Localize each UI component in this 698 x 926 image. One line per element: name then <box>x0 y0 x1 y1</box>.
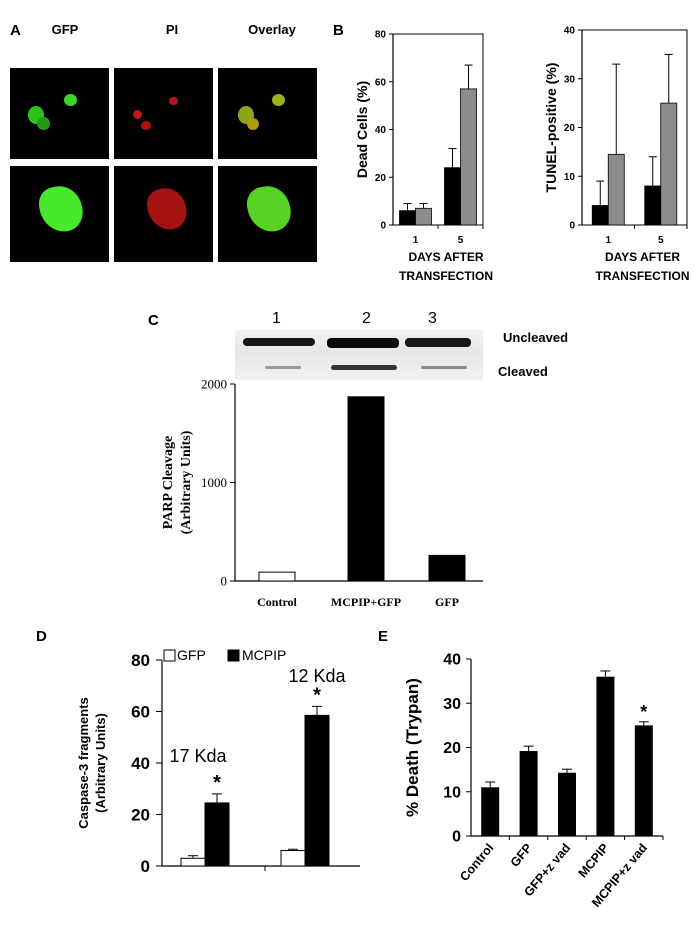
y-tick-label: 20 <box>564 123 576 134</box>
bar <box>304 714 330 867</box>
lane-label: 1 <box>272 310 281 327</box>
significance-star: * <box>213 772 221 794</box>
bar <box>519 751 538 836</box>
lane-label: 3 <box>428 310 437 327</box>
micrograph-column-label: Overlay <box>248 22 296 37</box>
x-tick-label: MCPIP+GFP <box>331 595 401 609</box>
overlay-image-top <box>218 68 317 159</box>
panel-e-letter: E <box>378 628 389 645</box>
y-tick-label: 0 <box>569 221 575 232</box>
y-tick-label: 1000 <box>201 475 227 490</box>
bar <box>634 725 653 836</box>
y-tick-label: 30 <box>564 74 576 85</box>
y-tick-label: 80 <box>375 30 387 41</box>
y-axis-label: TUNEL-positive (%) <box>543 63 559 193</box>
gfp-image-bottom <box>10 166 109 262</box>
y-tick-label: 10 <box>564 172 576 183</box>
bar <box>460 88 477 226</box>
x-axis-label: DAYS AFTER <box>408 250 483 264</box>
x-tick-label: 5 <box>658 235 664 246</box>
gfp-image-top <box>10 68 109 159</box>
y-tick-label: 60 <box>375 77 387 88</box>
bar <box>596 676 615 836</box>
band-label-uncleaved: Uncleaved <box>503 330 569 345</box>
bar <box>558 772 576 836</box>
x-axis-label: TRANSFECTION <box>596 269 690 283</box>
bar <box>180 857 206 867</box>
y-tick-label: 40 <box>375 125 387 136</box>
y-tick-label: 30 <box>443 696 461 713</box>
y-axis-label: Dead Cells (%) <box>354 81 370 178</box>
y-tick-label: 0 <box>452 829 461 846</box>
bar <box>428 554 466 582</box>
panel-c-letter: C <box>148 312 159 329</box>
x-tick-label: MCPIP <box>576 841 612 880</box>
bar <box>280 850 306 867</box>
overlay-image-bottom <box>218 166 317 262</box>
bar <box>415 207 432 226</box>
x-axis-label: DAYS AFTER <box>605 250 680 264</box>
bar <box>399 210 416 226</box>
y-tick-label: 0 <box>221 574 228 589</box>
x-tick-label: 1 <box>605 235 611 246</box>
chart-parp-cleavage: 0 1000 2000 Control MCPIP+GFP GFP PARP Cleavag… <box>161 377 483 609</box>
legend-swatch-gfp <box>163 649 176 662</box>
panel-a-letter: A <box>10 22 21 39</box>
significance-star: * <box>313 684 321 706</box>
micrograph-column-label: GFP <box>51 22 79 37</box>
bar <box>644 185 662 226</box>
y-tick-label: 10 <box>443 784 461 801</box>
x-tick-label: GFP <box>508 841 535 870</box>
group-label: 12 Kda <box>288 666 346 686</box>
y-axis-label: Caspase-3 fragments <box>76 697 91 829</box>
blot-image <box>235 330 483 380</box>
y-tick-label: 0 <box>141 857 150 876</box>
legend-label: GFP <box>177 647 206 663</box>
y-tick-label: 20 <box>131 805 150 824</box>
lane-label: 2 <box>362 310 371 327</box>
bar <box>444 167 461 226</box>
y-tick-label: 80 <box>131 651 150 670</box>
bar <box>258 571 296 582</box>
y-tick-label: 40 <box>131 754 150 773</box>
x-tick-label: Control <box>257 595 297 609</box>
significance-star: * <box>640 702 647 722</box>
x-axis-label: TRANSFECTION <box>399 269 493 283</box>
panel-d-letter: D <box>36 628 47 645</box>
x-tick-label: Control <box>457 841 496 884</box>
y-tick-label: 0 <box>380 221 386 232</box>
x-tick-label: 1 <box>413 235 419 246</box>
y-axis-label: (Arbitrary Units) <box>93 713 108 813</box>
bar <box>660 102 678 226</box>
y-tick-label: 40 <box>443 652 461 669</box>
y-axis-label: PARP Cleavage <box>161 436 176 529</box>
y-axis-label: % Death (Trypan) <box>403 678 422 817</box>
chart-tunel-positive: 0 10 20 30 40 1 5 DAYS AFTER TRANSFECTION TUNEL-p… <box>543 26 690 284</box>
micrograph-column-label: PI <box>165 22 179 37</box>
band-label-cleaved: Cleaved <box>498 364 548 379</box>
group-label: 17 Kda <box>169 746 227 766</box>
pi-image-top <box>114 68 213 159</box>
y-tick-label: 20 <box>375 173 387 184</box>
y-tick-label: 2000 <box>201 377 227 392</box>
pi-image-bottom <box>114 166 213 262</box>
bar <box>204 802 230 867</box>
bar <box>607 153 625 226</box>
legend-swatch-mcpip <box>227 649 240 662</box>
y-tick-label: 40 <box>564 26 576 37</box>
y-tick-label: 60 <box>131 702 150 721</box>
bar <box>347 396 385 582</box>
legend-label: MCPIP <box>242 647 286 663</box>
x-tick-label: 5 <box>458 235 464 246</box>
y-tick-label: 20 <box>443 740 461 757</box>
x-tick-label: GFP <box>435 595 459 609</box>
y-axis-label: (Arbitrary Units) <box>179 430 194 534</box>
bar <box>481 787 500 836</box>
bar <box>591 205 609 226</box>
panel-b-letter: B <box>333 22 344 39</box>
chart-dead-cells: 0 20 40 60 80 1 5 DAYS AFTER TRANSFECTION Dead Ce… <box>354 30 493 284</box>
